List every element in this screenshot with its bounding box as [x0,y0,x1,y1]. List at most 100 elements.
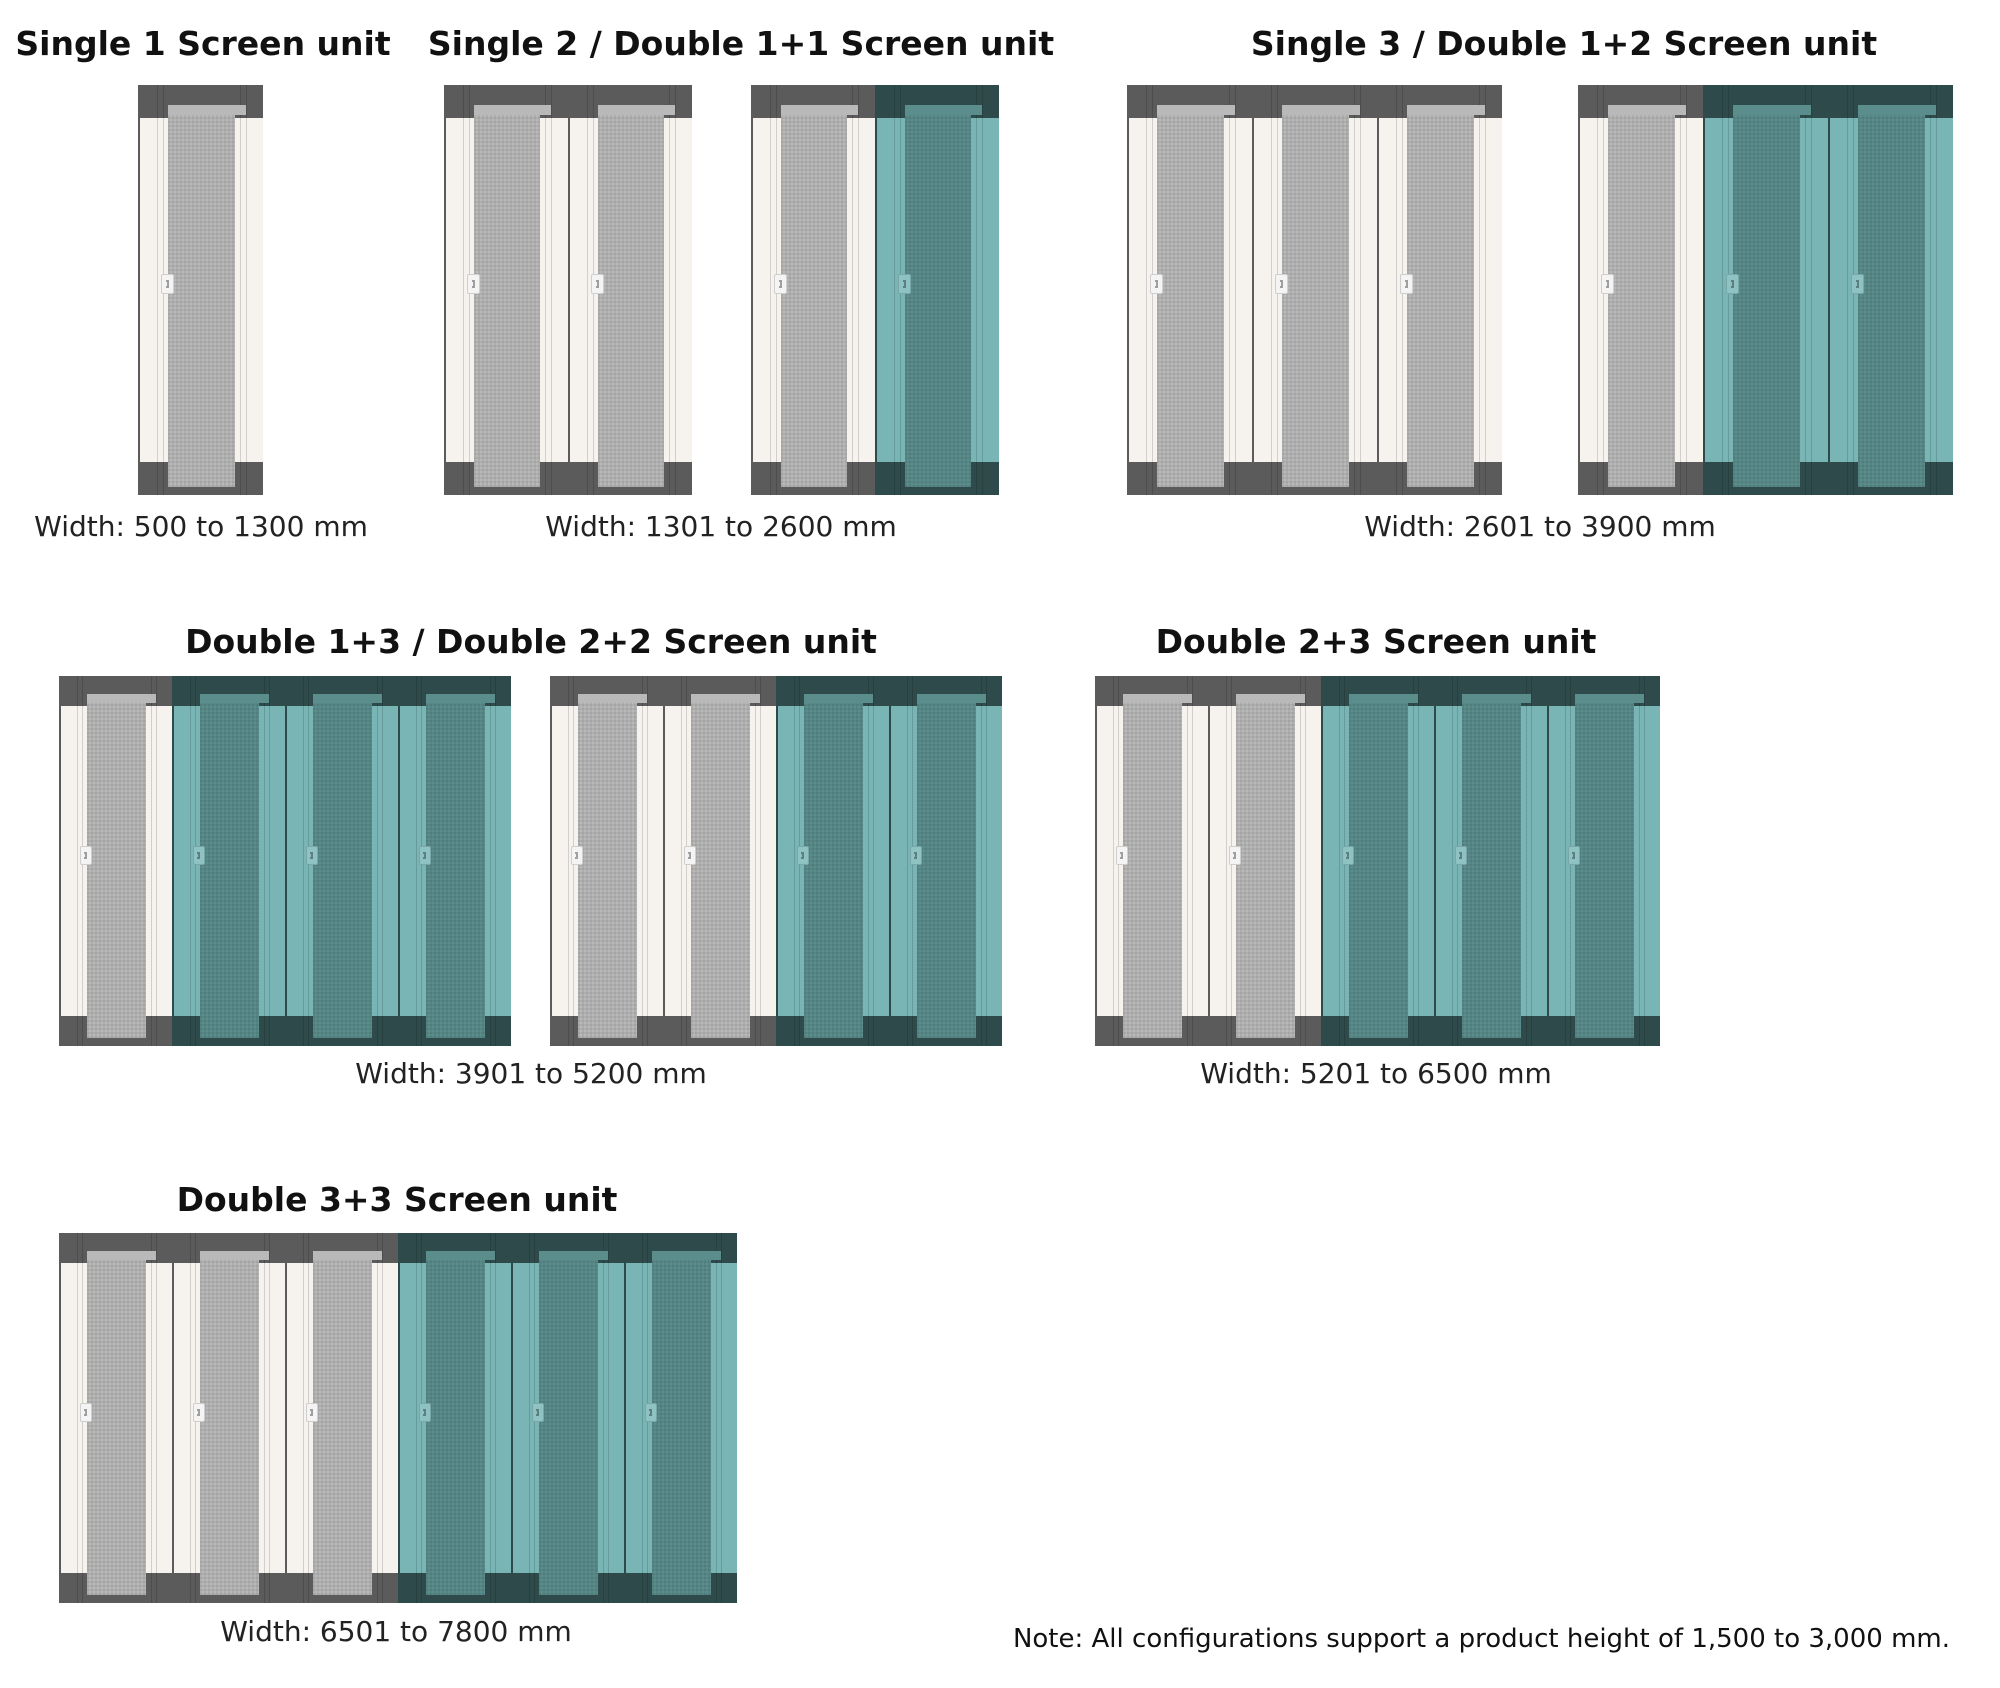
pleat-line [550,85,552,495]
pleat-line [1112,676,1114,1046]
mesh-screen [1574,694,1635,1038]
pleat-line [1564,676,1566,1046]
pleat-line [489,1233,491,1603]
mesh-screen [781,105,847,487]
pleat-line [157,85,159,495]
mesh-screen [916,694,977,1038]
teal-screen-panel [172,676,285,1046]
mesh-screen [905,105,971,487]
teal-screen-panel [285,676,398,1046]
grey-screen-panel [59,676,172,1046]
top-rail-lip [1348,694,1419,703]
grey-screen-panel [285,1233,398,1603]
top-rail-lip [916,694,987,703]
screen-unit-drawing [59,1233,737,1603]
mesh-screen [1157,105,1224,487]
pleat-line [1804,85,1806,495]
handle-icon [1725,273,1740,295]
pleat-line [641,676,643,1046]
top-rail-lip [803,694,874,703]
pleat-line [1396,85,1398,495]
top-rail-lip [168,105,246,115]
mesh-screen [199,694,260,1038]
top-rail-lip [538,1251,609,1260]
top-rail-lip [1733,105,1811,115]
grey-screen-panel [138,85,263,495]
mesh-screen [312,1251,373,1595]
mesh-screen [1858,105,1925,487]
config-title: Single 2 / Double 1+1 Screen unit [427,24,1055,63]
config-title: Double 3+3 Screen unit [176,1180,618,1219]
pleat-line [1228,85,1230,495]
top-rail-lip [905,105,982,115]
pleat-line [906,676,908,1046]
grey-screen-panel [751,85,875,495]
pleat-line [1531,676,1533,1046]
pleat-line [1638,676,1640,1046]
width-range-label: Width: 3901 to 5200 mm [355,1057,707,1090]
pleat-line [641,1233,643,1603]
handle-icon [305,846,319,865]
teal-screen-panel [1434,676,1547,1046]
teal-screen-panel [1828,85,1953,495]
teal-screen-panel [511,1233,624,1603]
pleat-line [1192,676,1194,1046]
top-rail-lip [577,694,648,703]
grey-screen-panel [1578,85,1703,495]
pleat-line [567,676,569,1046]
handle-icon [1149,273,1164,295]
screen-unit-drawing [1095,676,1660,1046]
height-note: Note: All configurations support a produ… [1012,1624,1950,1654]
pleat-line [150,1233,152,1603]
width-range-label: Width: 6501 to 7800 mm [220,1615,572,1648]
pleat-line [1685,85,1687,495]
handle-icon [773,273,788,295]
pleat-line [647,676,649,1046]
mesh-screen [86,694,147,1038]
mesh-screen [1461,694,1522,1038]
top-rail-lip [651,1251,722,1260]
width-range-label: Width: 500 to 1300 mm [34,510,368,543]
pleat-line [1359,85,1361,495]
pleat-line [1847,85,1849,495]
mesh-screen [690,694,751,1038]
top-rail-lip [1235,694,1306,703]
teal-screen-panel [398,1233,511,1603]
top-rail-lip [312,694,383,703]
handle-icon [909,846,923,865]
top-rail-lip [199,1251,270,1260]
handle-icon [897,273,912,295]
pleat-line [1484,85,1486,495]
pleat-line [754,676,756,1046]
mesh-screen [577,694,638,1038]
pleat-line [1305,676,1307,1046]
pleat-line [1338,676,1340,1046]
pleat-line [495,676,497,1046]
top-rail-lip [1282,105,1360,115]
handle-icon [1850,273,1865,295]
teal-screen-panel [875,85,999,495]
grey-screen-panel [1127,85,1252,495]
top-rail-lip [1122,694,1193,703]
pleat-line [1299,676,1301,1046]
mesh-screen [86,1251,147,1595]
pleat-line [269,676,271,1046]
screen-unit-drawing [751,85,999,495]
pleat-line [1597,85,1599,495]
pleat-line [544,85,546,495]
pleat-line [1186,676,1188,1046]
pleat-line [1929,85,1931,495]
pleat-line [1418,676,1420,1046]
pleat-line [1810,85,1812,495]
top-rail-lip [1858,105,1936,115]
screen-unit-drawing [550,676,1002,1046]
handle-icon [1115,846,1129,865]
handle-icon [1399,273,1414,295]
pleat-line [239,85,241,495]
screen-unit-drawing [138,85,263,495]
top-rail-lip [425,1251,496,1260]
pleat-line [674,85,676,495]
grey-screen-panel [663,676,776,1046]
handle-icon [305,1403,319,1422]
pleat-line [715,1233,717,1603]
